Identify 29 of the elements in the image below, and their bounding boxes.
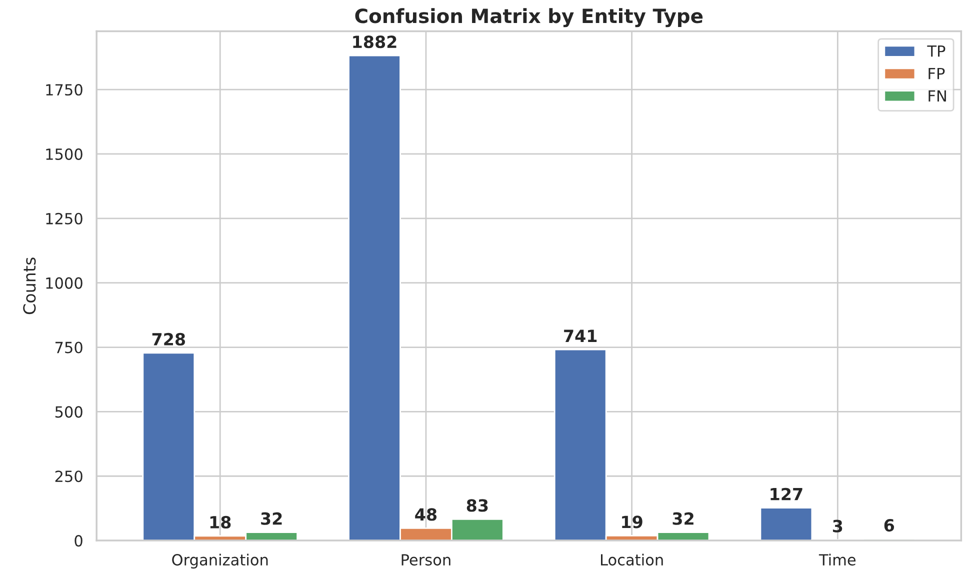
data-label: 32 (672, 512, 694, 525)
y-tick-label: 500 (55, 406, 82, 418)
x-tick-label: Person (402, 554, 450, 566)
legend-label: TP (927, 46, 946, 57)
data-label: 83 (466, 499, 488, 512)
data-label: 1882 (353, 36, 396, 48)
y-tick-label: 0 (74, 535, 82, 547)
data-label: 48 (415, 508, 437, 521)
y-tick-label: 250 (55, 470, 82, 482)
data-label: 19 (622, 516, 642, 528)
data-label: 6 (884, 519, 894, 532)
chart-title: Confusion Matrix by Entity Type (355, 8, 703, 28)
y-axis-title: Counts (23, 258, 36, 314)
data-label: 127 (770, 488, 802, 500)
legend-label: FP (928, 68, 945, 80)
data-label: 741 (564, 330, 597, 342)
data-label: 3 (832, 520, 842, 532)
y-tick-label: 1250 (46, 212, 82, 224)
legend-label: FN (928, 90, 946, 102)
x-tick-label: Location (601, 554, 663, 566)
data-label: 18 (210, 516, 231, 529)
data-label: 728 (152, 332, 186, 346)
y-tick-label: 1500 (46, 148, 82, 160)
y-tick-label: 750 (55, 342, 82, 354)
data-label: 32 (261, 512, 282, 525)
x-tick-label: Organization (172, 554, 268, 569)
y-tick-label: 1000 (46, 277, 82, 289)
x-tick-label: Time (818, 554, 856, 566)
y-tick-label: 1750 (46, 84, 82, 96)
